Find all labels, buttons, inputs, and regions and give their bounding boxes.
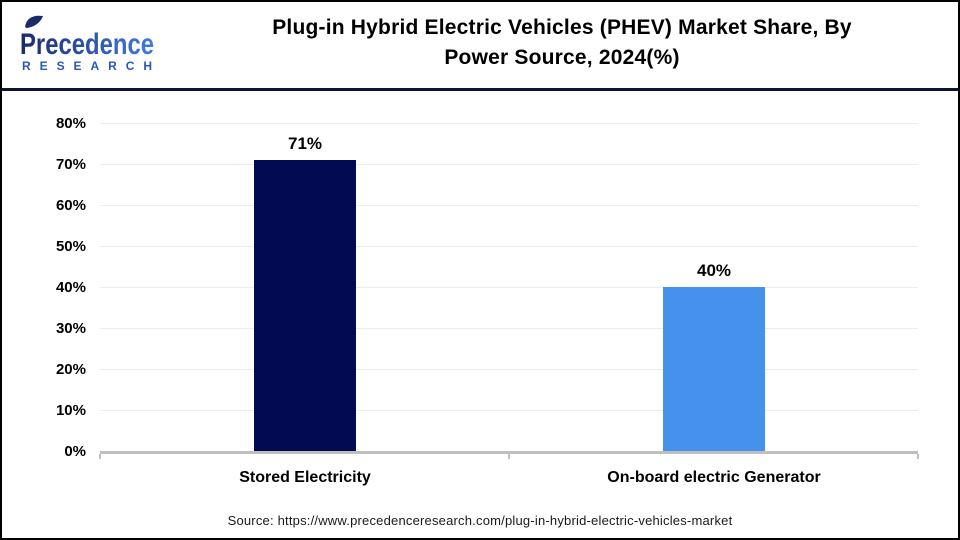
y-axis-label: 60% <box>55 197 86 214</box>
x-axis-tick <box>508 454 510 459</box>
y-axis-label: 20% <box>55 361 86 378</box>
y-axis-label: 40% <box>55 279 86 296</box>
y-axis-label: 10% <box>55 402 86 419</box>
gridline <box>100 205 918 206</box>
x-axis-tick <box>99 454 101 459</box>
y-axis-label: 30% <box>55 320 86 337</box>
x-axis-tick <box>917 454 919 459</box>
gridline <box>100 410 918 411</box>
y-axis-label: 70% <box>55 156 86 173</box>
category-label: On-board electric Generator <box>607 469 821 486</box>
chart-title-line-1: Plug-in Hybrid Electric Vehicles (PHEV) … <box>272 16 852 39</box>
bar-value-label: 40% <box>696 261 732 280</box>
leaf-icon <box>25 15 43 28</box>
category-label: Stored Electricity <box>239 469 371 486</box>
logo-graphic: Precedence RESEARCH <box>20 15 154 73</box>
precedence-research-logo: Precedence RESEARCH <box>18 12 170 74</box>
chart-title-line-2: Power Source, 2024(%) <box>444 46 680 69</box>
bar-value-label: 71% <box>287 134 323 153</box>
gridline <box>100 164 918 165</box>
gridline <box>100 369 918 370</box>
chart-title: Plug-in Hybrid Electric Vehicles (PHEV) … <box>170 13 954 73</box>
bar-stored-electricity <box>254 160 356 451</box>
gridline <box>100 123 918 124</box>
gridline <box>100 287 918 288</box>
y-axis-label: 0% <box>64 443 86 460</box>
header-divider <box>2 88 958 91</box>
gridline <box>100 246 918 247</box>
logo-wordmark: Precedence <box>20 28 154 61</box>
source-text: Source: https://www.precedenceresearch.c… <box>227 513 733 528</box>
gridline <box>100 328 918 329</box>
y-axis-label: 80% <box>55 115 86 132</box>
bar-on-board-electric-generator <box>663 287 765 451</box>
y-axis-label: 50% <box>55 238 86 255</box>
x-axis-line <box>100 451 918 454</box>
